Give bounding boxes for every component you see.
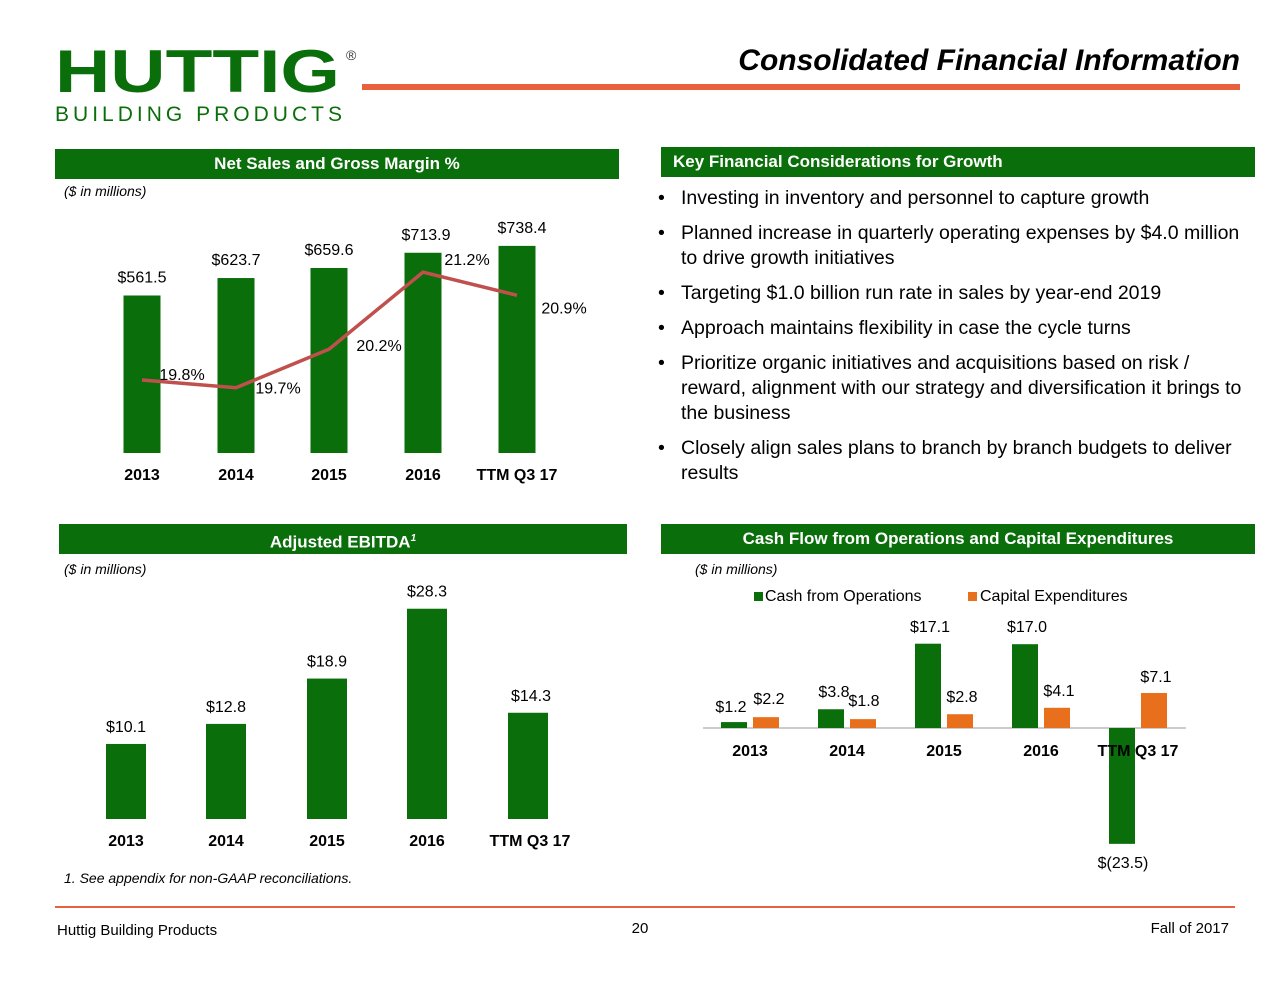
ebitda-category-label: TTM Q3 17: [490, 833, 571, 850]
capital-expenditures-value-label: $4.1: [1043, 683, 1074, 700]
key-financial-header: Key Financial Considerations for Growth: [661, 147, 1255, 177]
net-sales-category-label: 2014: [218, 467, 254, 484]
page-title: Consolidated Financial Information: [738, 44, 1240, 77]
cash-flow-units: ($ in millions): [695, 561, 778, 577]
capital-expenditures-value-label: $1.8: [848, 693, 879, 710]
cash-from-operations-value-label: $17.0: [1007, 619, 1047, 636]
ebitda-bar: [508, 712, 548, 819]
gross-margin-label: 21.2%: [444, 252, 489, 269]
ebitda-category-label: 2015: [309, 833, 345, 850]
cash-from-operations-bar: [1109, 728, 1135, 844]
capital-expenditures-bar: [1044, 707, 1070, 728]
capital-expenditures-value-label: $7.1: [1140, 669, 1171, 686]
capital-expenditures-value-label: $2.2: [753, 691, 784, 708]
ebitda-title: Adjusted EBITDA: [269, 532, 411, 552]
ebitda-bar: [106, 743, 146, 819]
logo-main-text: HUTTIG: [55, 44, 340, 105]
cash-from-operations-bar: [915, 643, 941, 728]
ebitda-value-label: $10.1: [106, 719, 146, 736]
cash-from-operations-bar: [721, 722, 747, 728]
net-sales-title: Net Sales and Gross Margin %: [214, 154, 460, 173]
bullet-item: Planned increase in quarterly operating …: [658, 221, 1248, 271]
cash-from-operations-bar: [818, 709, 844, 728]
bullet-item: Approach maintains flexibility in case t…: [658, 316, 1248, 341]
cash-from-operations-value-label: $3.8: [818, 684, 849, 701]
key-financial-title: Key Financial Considerations for Growth: [673, 152, 1003, 171]
footer-page-number: 20: [631, 920, 649, 937]
gross-margin-label: 20.2%: [356, 338, 401, 355]
bullet-item: Prioritize organic initiatives and acqui…: [658, 351, 1248, 426]
cash-from-operations-value-label: $17.1: [910, 619, 950, 636]
ebitda-value-label: $28.3: [407, 584, 447, 601]
legend-swatch-cash-from-operations: [754, 592, 763, 601]
huttig-logo: HUTTIG ® BUILDING PRODUCTS: [55, 44, 357, 124]
bullet-item: Targeting $1.0 billion run rate in sales…: [658, 281, 1248, 306]
ebitda-bar: [206, 723, 246, 819]
net-sales-header: Net Sales and Gross Margin %: [55, 149, 619, 179]
ebitda-category-label: 2016: [409, 833, 445, 850]
net-sales-category-label: 2015: [311, 467, 347, 484]
ebitda-header: Adjusted EBITDA1: [59, 524, 627, 554]
cash-from-operations-value-label: $(23.5): [1098, 855, 1149, 872]
key-financial-bullets: Investing in inventory and personnel to …: [658, 186, 1248, 496]
net-sales-value-label: $659.6: [305, 242, 354, 259]
footnote: 1. See appendix for non-GAAP reconciliat…: [64, 870, 353, 886]
legend-swatch-capital-expenditures: [968, 592, 977, 601]
footer-rule: [55, 906, 1235, 908]
gross-margin-label: 19.8%: [159, 367, 204, 384]
net-sales-bar: [498, 245, 536, 453]
ebitda-bar: [407, 608, 447, 819]
gross-margin-label: 19.7%: [255, 381, 300, 398]
net-sales-value-label: $561.5: [118, 269, 167, 286]
bullet-item: Investing in inventory and personnel to …: [658, 186, 1248, 211]
ebitda-value-label: $12.8: [206, 699, 246, 716]
net-sales-value-label: $713.9: [402, 227, 451, 244]
cash-from-operations-bar: [1012, 644, 1038, 728]
capital-expenditures-bar: [850, 719, 876, 728]
net-sales-units: ($ in millions): [64, 183, 147, 199]
footer-company: Huttig Building Products: [57, 922, 218, 939]
legend-label-cash-from-operations: Cash from Operations: [765, 588, 922, 605]
bullet-item: Closely align sales plans to branch by b…: [658, 436, 1248, 486]
ebitda-units: ($ in millions): [64, 561, 147, 577]
ebitda-category-label: 2013: [108, 833, 144, 850]
cash-flow-category-label: 2015: [926, 743, 962, 760]
cash-flow-category-label: 2013: [732, 743, 768, 760]
capital-expenditures-value-label: $2.8: [946, 689, 977, 706]
footer-date: Fall of 2017: [1150, 920, 1229, 937]
logo-registered-mark: ®: [346, 47, 357, 63]
legend-label-capital-expenditures: Capital Expenditures: [980, 588, 1128, 605]
net-sales-category-label: TTM Q3 17: [477, 467, 558, 484]
cash-flow-category-label: 2014: [829, 743, 865, 760]
net-sales-bar: [217, 278, 255, 453]
ebitda-value-label: $14.3: [511, 688, 551, 705]
ebitda-value-label: $18.9: [307, 654, 347, 671]
ebitda-category-label: 2014: [208, 833, 244, 850]
net-sales-bar: [310, 267, 348, 453]
cash-flow-header: Cash Flow from Operations and Capital Ex…: [661, 524, 1255, 554]
capital-expenditures-bar: [947, 714, 973, 728]
net-sales-category-label: 2013: [124, 467, 160, 484]
ebitda-footnote-marker: 1: [410, 533, 417, 544]
net-sales-value-label: $738.4: [498, 220, 547, 237]
gross-margin-line: [141, 270, 518, 390]
capital-expenditures-bar: [1141, 692, 1167, 728]
capital-expenditures-bar: [753, 717, 779, 728]
net-sales-value-label: $623.7: [212, 252, 261, 269]
net-sales-bar: [123, 295, 161, 453]
cash-from-operations-value-label: $1.2: [715, 699, 746, 716]
ebitda-bar: [307, 678, 347, 819]
cash-flow-title: Cash Flow from Operations and Capital Ex…: [742, 529, 1174, 548]
title-underline: [362, 84, 1240, 90]
cash-flow-category-label: 2016: [1023, 743, 1059, 760]
cash-flow-category-label: TTM Q3 17: [1098, 743, 1179, 760]
net-sales-bar: [404, 252, 442, 453]
net-sales-category-label: 2016: [405, 467, 441, 484]
gross-margin-label: 20.9%: [541, 300, 586, 317]
